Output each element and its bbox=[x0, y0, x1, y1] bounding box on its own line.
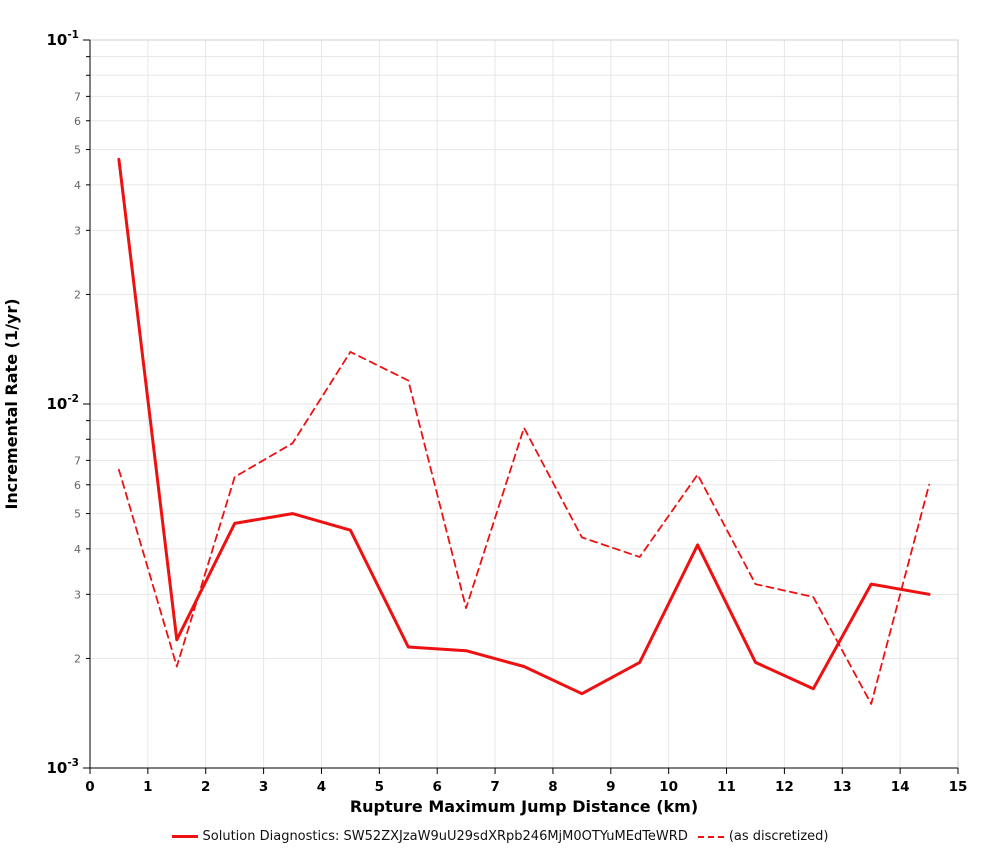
y-axis-label: Incremental Rate (1/yr) bbox=[2, 298, 21, 509]
svg-text:12: 12 bbox=[775, 779, 794, 795]
svg-text:6: 6 bbox=[74, 115, 81, 128]
svg-text:14: 14 bbox=[891, 779, 910, 795]
legend-item-solution: Solution Diagnostics: SW52ZXJzaW9uU29sdX… bbox=[171, 829, 688, 844]
svg-text:3: 3 bbox=[259, 779, 268, 795]
svg-text:5: 5 bbox=[74, 508, 81, 521]
svg-text:11: 11 bbox=[717, 779, 736, 795]
svg-text:2: 2 bbox=[74, 288, 81, 301]
svg-text:13: 13 bbox=[833, 779, 852, 795]
gridlines bbox=[90, 40, 958, 768]
series-discretized-dashed-line bbox=[118, 350, 930, 705]
svg-text:9: 9 bbox=[606, 779, 615, 795]
svg-text:8: 8 bbox=[548, 779, 557, 795]
series-solution-solid-line bbox=[117, 157, 931, 696]
svg-text:7: 7 bbox=[490, 779, 499, 795]
svg-text:4: 4 bbox=[74, 179, 81, 192]
svg-text:15: 15 bbox=[949, 779, 968, 795]
svg-text:3: 3 bbox=[74, 588, 81, 601]
legend-label-solution: Solution Diagnostics: SW52ZXJzaW9uU29sdX… bbox=[202, 829, 688, 844]
svg-text:4: 4 bbox=[74, 543, 81, 556]
svg-text:10: 10 bbox=[659, 779, 678, 795]
legend: Solution Diagnostics: SW52ZXJzaW9uU29sdX… bbox=[0, 829, 1000, 844]
svg-text:7: 7 bbox=[74, 454, 81, 467]
legend-item-discretized: (as discretized) bbox=[697, 829, 829, 844]
svg-text:10-3: 10-3 bbox=[46, 757, 79, 777]
svg-text:7: 7 bbox=[74, 90, 81, 103]
tick-marks bbox=[83, 39, 959, 774]
legend-label-discretized: (as discretized) bbox=[728, 829, 829, 844]
svg-text:2: 2 bbox=[201, 779, 210, 795]
svg-text:6: 6 bbox=[432, 779, 441, 795]
y-tick-labels: 10-1 10-2 10-3 2 3 4 5 6 7 2 3 4 5 6 7 bbox=[46, 29, 81, 777]
plot-area: 0 1 2 3 4 5 6 7 8 9 10 11 12 13 14 1510-110-210-3234567… bbox=[46, 29, 967, 795]
svg-text:10-2: 10-2 bbox=[46, 393, 79, 413]
svg-text:0: 0 bbox=[85, 779, 94, 795]
x-axis-label: Rupture Maximum Jump Distance (km) bbox=[350, 797, 698, 816]
solid-line-swatch-icon bbox=[171, 835, 198, 838]
svg-text:3: 3 bbox=[74, 224, 81, 237]
svg-text:6: 6 bbox=[74, 479, 81, 492]
incremental-rate-chart: 0 1 2 3 4 5 6 7 8 9 10 11 12 13 14 1510-110-210-3234567… bbox=[2, 29, 967, 816]
svg-text:1: 1 bbox=[143, 779, 152, 795]
svg-text:2: 2 bbox=[74, 652, 81, 665]
svg-text:5: 5 bbox=[74, 144, 81, 157]
svg-text:10-1: 10-1 bbox=[46, 29, 79, 49]
svg-text:4: 4 bbox=[317, 779, 326, 795]
svg-text:5: 5 bbox=[375, 779, 384, 795]
x-tick-labels: 0 1 2 3 4 5 6 7 8 9 10 11 12 13 14 15 bbox=[85, 779, 967, 795]
dashed-line-swatch-icon bbox=[697, 835, 724, 838]
